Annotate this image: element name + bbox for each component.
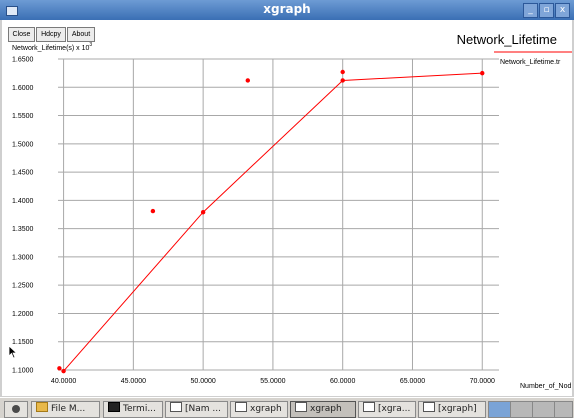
line-chart: Network_Lifetime Network_Lifetime(s) x 1… [12, 32, 572, 390]
graph-title: Network_Lifetime [457, 32, 557, 47]
x-axis-label: Number_of_Nod [520, 383, 571, 390]
x-tick-label: 70.0000 [470, 378, 495, 385]
y-tick-label: 1.6000 [12, 85, 34, 92]
legend-label: Network_Lifetime.tr [500, 59, 561, 66]
series-point [340, 78, 345, 83]
taskbar-item-label: [Nam ... [185, 404, 221, 414]
y-tick-label: 1.4000 [12, 198, 34, 205]
folder-icon [36, 402, 48, 412]
scatter-point [57, 366, 62, 371]
maximize-button[interactable]: ▫ [539, 3, 554, 18]
taskbar: File M... Termi... [Nam ... xgraph xgrap… [0, 397, 574, 418]
series-point [480, 70, 485, 76]
series-point [200, 210, 206, 215]
minimize-button[interactable]: _ [523, 3, 538, 18]
window-icon [363, 402, 375, 412]
y-tick-label: 1.3500 [12, 226, 34, 233]
workspace-4[interactable] [554, 401, 573, 418]
y-axis-label: Network_Lifetime(s) x 103 [12, 42, 92, 52]
about-button[interactable]: About [67, 27, 95, 42]
y-tick-label: 1.3000 [12, 254, 34, 261]
window-icon [170, 402, 182, 412]
y-tick-label: 1.6500 [12, 57, 34, 64]
window-icon [423, 402, 435, 412]
taskbar-item-xgraph-active[interactable]: xgraph [290, 401, 356, 418]
y-tick-label: 1.1500 [12, 339, 34, 346]
y-tick-label: 1.5000 [12, 141, 34, 148]
taskbar-item-xgraph-3[interactable]: [xgraph] [418, 401, 486, 418]
series-point [61, 368, 66, 374]
workspace-1[interactable] [488, 401, 511, 418]
taskbar-item-xgraph-2[interactable]: [xgra... [358, 401, 416, 418]
y-tick-label: 1.2500 [12, 283, 34, 290]
scatter-point [245, 78, 250, 83]
y-tick-label: 1.2000 [12, 311, 34, 318]
scatter-point [150, 208, 156, 214]
scatter-point [340, 69, 345, 75]
main-menu-button[interactable] [4, 401, 28, 418]
close-window-button[interactable]: x [555, 3, 570, 18]
xgraph-canvas: Close Hdcpy About Network_Lifetime Netwo… [2, 20, 572, 396]
taskbar-item-label: [xgra... [378, 404, 411, 414]
window-icon [295, 402, 307, 412]
menu-icon [12, 405, 20, 413]
y-tick-label: 1.1000 [12, 368, 34, 375]
taskbar-item-terminal[interactable]: Termi... [103, 401, 163, 418]
workspace-2[interactable] [510, 401, 533, 418]
taskbar-item-nam[interactable]: [Nam ... [165, 401, 228, 418]
taskbar-item-xgraph[interactable]: xgraph [230, 401, 288, 418]
hdcpy-button[interactable]: Hdcpy [36, 27, 66, 42]
mouse-cursor-icon [8, 345, 18, 359]
window-title: xgraph [263, 2, 311, 16]
taskbar-item-label: xgraph [250, 404, 282, 414]
x-tick-label: 55.0000 [260, 378, 285, 385]
window-menu-icon[interactable] [6, 6, 18, 16]
x-tick-label: 40.0000 [51, 378, 76, 385]
x-tick-label: 45.0000 [121, 378, 146, 385]
taskbar-item-label: File M... [51, 404, 86, 414]
y-tick-label: 1.4500 [12, 170, 34, 177]
workspace-3[interactable] [532, 401, 555, 418]
taskbar-item-file-manager[interactable]: File M... [31, 401, 100, 418]
window-icon [235, 402, 247, 412]
taskbar-item-label: [xgraph] [438, 404, 477, 414]
x-tick-label: 50.0000 [190, 378, 215, 385]
y-tick-label: 1.5500 [12, 113, 34, 120]
x-tick-label: 60.0000 [330, 378, 355, 385]
taskbar-item-label: Termi... [123, 404, 156, 414]
close-button[interactable]: Close [8, 27, 35, 42]
x-tick-label: 65.0000 [400, 378, 425, 385]
taskbar-item-label: xgraph [310, 404, 342, 414]
terminal-icon [108, 402, 120, 412]
series-line [63, 72, 483, 372]
title-bar: xgraph _ ▫ x [0, 0, 574, 20]
